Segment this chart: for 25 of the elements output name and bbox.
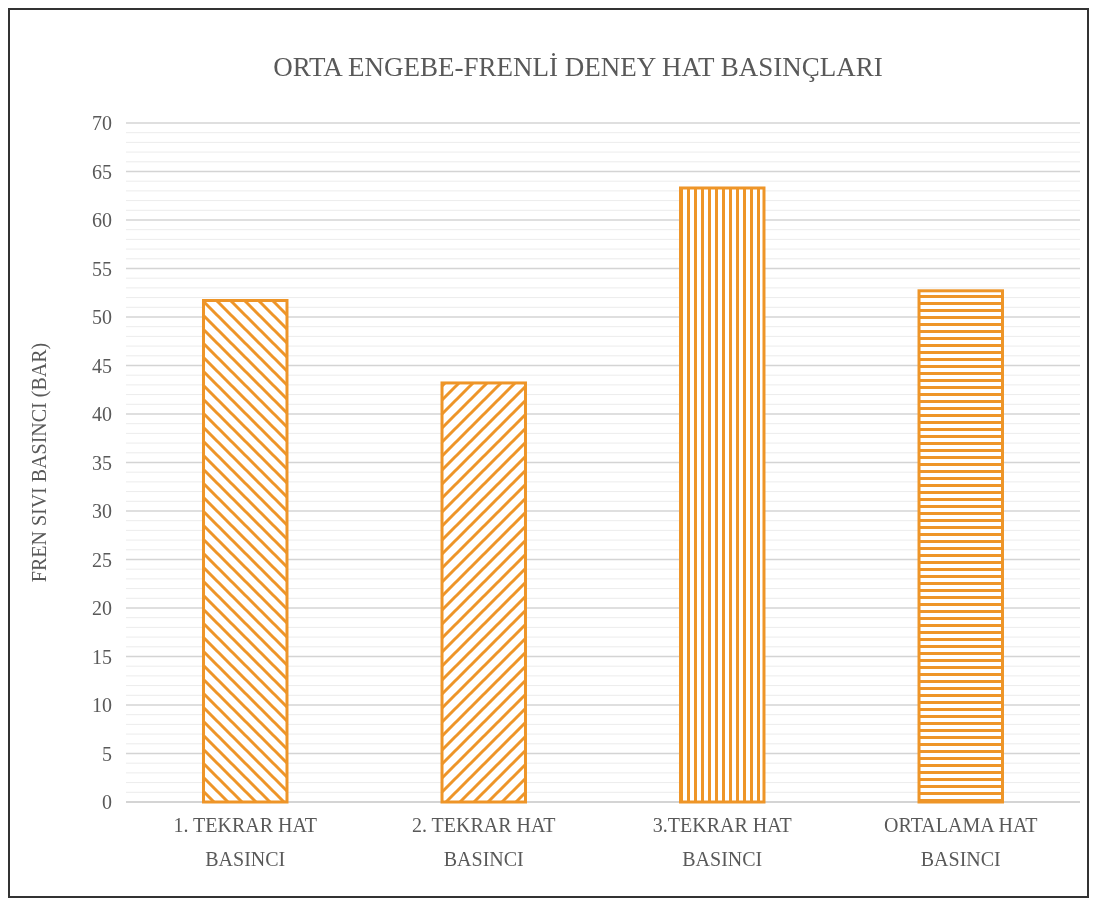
y-tick-label: 65: [92, 160, 112, 183]
bar: [440, 381, 527, 804]
y-tick-label: 70: [92, 112, 112, 134]
y-axis-title: FREN SIVI BASINCI (BAR): [28, 342, 51, 583]
bar: [202, 299, 289, 804]
y-tick-label: 45: [92, 354, 112, 377]
x-tick-label: ORTALAMA HAT BASINCI: [884, 814, 1038, 870]
x-tick-label: 1. TEKRAR HAT BASINCI: [173, 814, 318, 870]
x-tick-label: 2. TEKRAR HAT BASINCI: [411, 814, 556, 870]
y-tick-label: 0: [102, 791, 112, 813]
y-tick-label: 40: [92, 403, 112, 425]
y-tick-label: 25: [92, 548, 112, 571]
y-tick-label: 30: [92, 500, 112, 522]
x-tick-label: 3.TEKRAR HAT BASINCI: [652, 814, 792, 870]
y-tick-label: 50: [92, 306, 112, 328]
chart-title: ORTA ENGEBE-FRENLİ DENEY HAT BASINÇLARI: [273, 52, 883, 82]
bar: [917, 289, 1004, 804]
y-tick-label: 15: [92, 645, 112, 668]
y-tick-label: 55: [92, 257, 112, 280]
y-tick-label: 5: [102, 742, 112, 765]
y-tick-label: 60: [92, 209, 112, 231]
y-tick-label: 20: [92, 597, 112, 619]
bar: [679, 186, 766, 804]
y-tick-label: 10: [92, 694, 112, 716]
y-tick-label: 35: [92, 451, 112, 474]
